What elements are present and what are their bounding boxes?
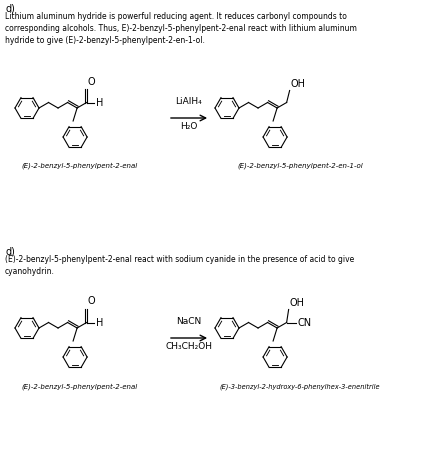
Text: Lithium aluminum hydride is powerful reducing agent. It reduces carbonyl compoun: Lithium aluminum hydride is powerful red… [5,12,357,45]
Text: OH: OH [291,79,306,89]
Text: (E)-2-benzyl-5-phenylpent-2-enal: (E)-2-benzyl-5-phenylpent-2-enal [22,383,138,390]
Text: d): d) [5,246,15,256]
Text: NaCN: NaCN [176,317,202,326]
Text: O: O [88,297,95,307]
Text: O: O [88,76,95,86]
Text: H: H [96,98,103,108]
Text: CN: CN [298,318,312,328]
Text: (E)-2-benzyl-5-phenylpent-2-enal react with sodium cyanide in the presence of ac: (E)-2-benzyl-5-phenylpent-2-enal react w… [5,255,354,276]
Text: H: H [96,318,103,328]
Text: d): d) [5,3,15,13]
Text: (E)-2-benzyl-5-phenylpent-2-en-1-ol: (E)-2-benzyl-5-phenylpent-2-en-1-ol [237,162,363,169]
Text: (E)-3-benzyl-2-hydroxy-6-phenylhex-3-enenitrile: (E)-3-benzyl-2-hydroxy-6-phenylhex-3-ene… [220,383,380,390]
Text: (E)-2-benzyl-5-phenylpent-2-enal: (E)-2-benzyl-5-phenylpent-2-enal [22,162,138,169]
Text: CH₃CH₂OH: CH₃CH₂OH [165,342,213,351]
Text: OH: OH [289,298,305,308]
Text: H₂O: H₂O [180,122,197,131]
Text: LiAlH₄: LiAlH₄ [176,97,203,106]
